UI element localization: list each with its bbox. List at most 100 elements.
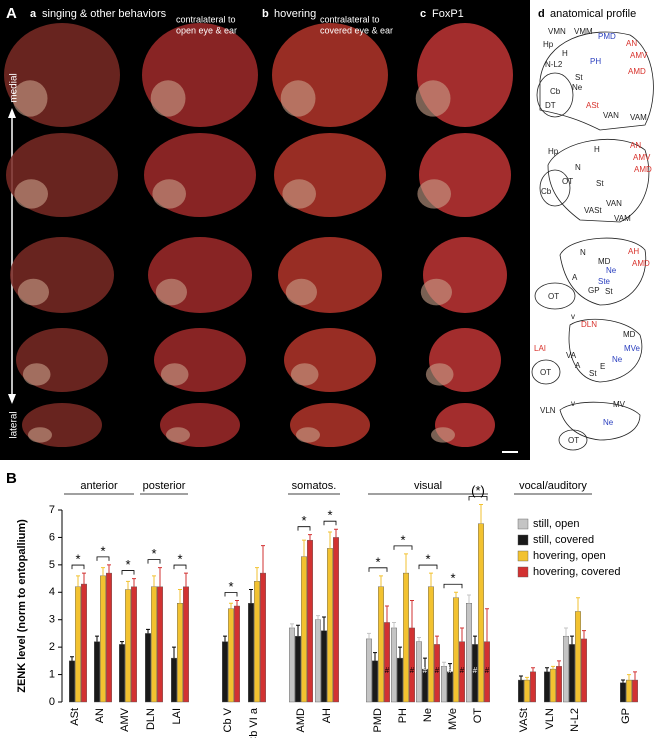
brain-section-cerebellum <box>420 278 452 306</box>
anatomical-label: GP <box>588 286 600 295</box>
anatomical-label: AMD <box>632 259 650 268</box>
x-tick-label: Cb V <box>222 707 234 732</box>
panel-letter: A <box>6 5 17 22</box>
bar <box>530 671 536 703</box>
bar <box>119 644 125 703</box>
error-bar <box>296 624 300 637</box>
x-tick-label: DLN <box>145 708 157 730</box>
axis-top: medial <box>9 73 20 102</box>
error-bar <box>126 580 130 590</box>
x-tick-label: N-L2 <box>569 708 581 732</box>
anatomical-label: St <box>589 369 597 378</box>
legend-swatch <box>517 550 529 562</box>
bar <box>321 630 327 703</box>
bar <box>409 627 415 703</box>
bar <box>416 641 422 703</box>
x-tick-label: PH <box>397 708 409 723</box>
anatomical-label: v <box>571 399 575 408</box>
brain-section-cerebellum <box>14 179 48 209</box>
bar <box>260 572 266 703</box>
anatomical-label: VA <box>566 351 577 360</box>
y-tick-label: 5 <box>49 559 55 571</box>
anatomical-label: Ne <box>606 266 617 275</box>
bar <box>81 583 87 703</box>
error-bar <box>627 674 631 681</box>
brain-section-cerebellum <box>155 278 187 306</box>
anatomical-label: VMN <box>548 27 566 36</box>
significance-bracket <box>71 564 85 570</box>
anatomical-label: A <box>575 361 581 370</box>
significance-bracket <box>393 545 413 550</box>
x-tick-label: GP <box>620 708 632 724</box>
error-bar <box>152 575 156 587</box>
anatomical-label: Ne <box>612 355 623 364</box>
bar <box>550 668 556 703</box>
legend-swatch <box>517 534 529 546</box>
error-bar <box>531 667 535 672</box>
bar <box>157 586 163 703</box>
column-title: anatomical profile <box>550 8 636 20</box>
bar <box>366 638 372 703</box>
anatomical-label: N <box>580 248 586 257</box>
error-bar <box>308 534 312 541</box>
significance-bracket <box>468 496 488 501</box>
x-tick-label: MVe <box>447 708 459 730</box>
column-letter: d <box>538 8 545 20</box>
brain-section-cerebellum <box>160 363 189 386</box>
bar <box>447 671 453 703</box>
bar <box>307 539 313 703</box>
column-title: contralateral to <box>320 14 380 24</box>
hash-mark: # <box>448 666 453 675</box>
bar <box>222 641 228 703</box>
column-letter: b <box>262 8 269 20</box>
bar <box>569 644 575 703</box>
brain-section-cerebellum <box>431 427 455 443</box>
group-label: visual <box>414 480 442 492</box>
error-bar <box>76 575 80 587</box>
error-bar <box>373 652 377 661</box>
anatomical-label: Cb <box>541 187 552 196</box>
error-bar <box>467 594 471 604</box>
anatomical-label: VAN <box>606 199 622 208</box>
anatomical-label: v <box>571 312 575 321</box>
bar <box>248 603 254 703</box>
anatomical-label: OT <box>568 436 579 445</box>
brain-section-cerebellum <box>290 363 319 386</box>
x-tick-label: AH <box>321 708 333 723</box>
error-bar <box>290 623 294 628</box>
diagram-outlines <box>531 31 654 451</box>
bar <box>100 575 106 703</box>
bar <box>151 586 157 703</box>
brain-section-cerebellum <box>417 179 452 209</box>
anatomical-label: MVe <box>624 344 641 353</box>
brain-section-cerebellum <box>150 80 186 117</box>
bar <box>145 633 151 703</box>
column-title: contralateral to <box>176 14 236 24</box>
panel-letter: B <box>6 470 17 487</box>
column-title: singing & other behaviors <box>42 8 167 20</box>
anatomical-label: VASt <box>584 206 602 215</box>
anatomical-label: H <box>594 145 600 154</box>
significance-label: * <box>228 579 233 594</box>
significance-label: * <box>375 554 380 569</box>
bar <box>403 572 409 703</box>
brain-section-cerebellum <box>285 278 317 306</box>
group-label: posterior <box>143 480 186 492</box>
anatomical-label: St <box>575 73 583 82</box>
error-bar <box>473 635 477 645</box>
anatomical-label: OT <box>548 292 559 301</box>
bar <box>626 679 632 703</box>
anatomical-label: PH <box>590 57 601 66</box>
error-bar <box>322 616 326 631</box>
error-bar <box>107 564 111 574</box>
bar <box>441 666 447 703</box>
error-bar <box>172 646 176 659</box>
error-bar <box>385 605 389 623</box>
column-title: covered eye & ear <box>320 25 393 35</box>
bar <box>518 679 524 703</box>
error-bar <box>184 572 188 587</box>
significance-label: * <box>425 552 430 567</box>
anatomical-label: AMV <box>633 153 651 162</box>
anatomical-label: OT <box>540 368 551 377</box>
